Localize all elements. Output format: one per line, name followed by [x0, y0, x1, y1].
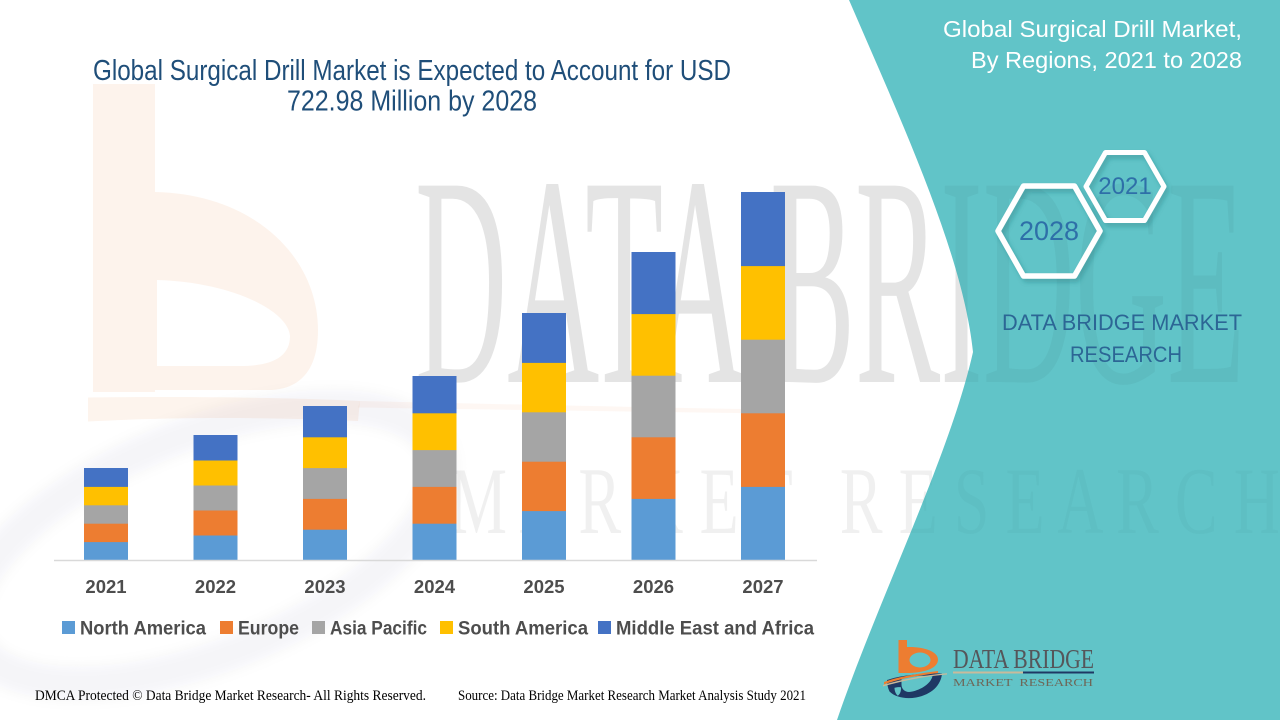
svg-text:Source: Data Bridge Market Res: Source: Data Bridge Market Research Mark… [458, 688, 806, 704]
svg-text:Asia Pacific: Asia Pacific [330, 619, 427, 640]
svg-text:North America: North America [80, 619, 206, 640]
svg-text:2021: 2021 [1098, 173, 1151, 200]
svg-text:Europe: Europe [238, 619, 299, 640]
svg-text:By Regions, 2021 to 2028: By Regions, 2021 to 2028 [971, 47, 1242, 73]
svg-text:DATA BRIDGE: DATA BRIDGE [953, 644, 1094, 674]
svg-text:MARKET RESEARCH: MARKET RESEARCH [953, 677, 1093, 689]
svg-text:2021: 2021 [85, 576, 126, 597]
svg-text:Global Surgical Drill Market,: Global Surgical Drill Market, [943, 16, 1242, 42]
svg-text:DMCA Protected © Data Bridge M: DMCA Protected © Data Bridge Market Rese… [35, 688, 426, 704]
svg-text:Global Surgical Drill Market i: Global Surgical Drill Market is Expected… [93, 55, 731, 87]
svg-text:Middle East and Africa: Middle East and Africa [616, 619, 814, 640]
svg-text:2025: 2025 [523, 576, 564, 597]
svg-text:RESEARCH: RESEARCH [1070, 342, 1182, 367]
svg-text:DATA BRIDGE MARKET: DATA BRIDGE MARKET [1002, 310, 1242, 335]
svg-text:2028: 2028 [1019, 216, 1079, 246]
svg-text:2024: 2024 [414, 576, 456, 597]
svg-text:2027: 2027 [742, 576, 783, 597]
svg-text:South America: South America [458, 619, 588, 640]
svg-text:722.98 Million by 2028: 722.98 Million by 2028 [287, 86, 537, 118]
svg-text:2023: 2023 [304, 576, 345, 597]
svg-text:2026: 2026 [633, 576, 674, 597]
svg-text:2022: 2022 [195, 576, 236, 597]
